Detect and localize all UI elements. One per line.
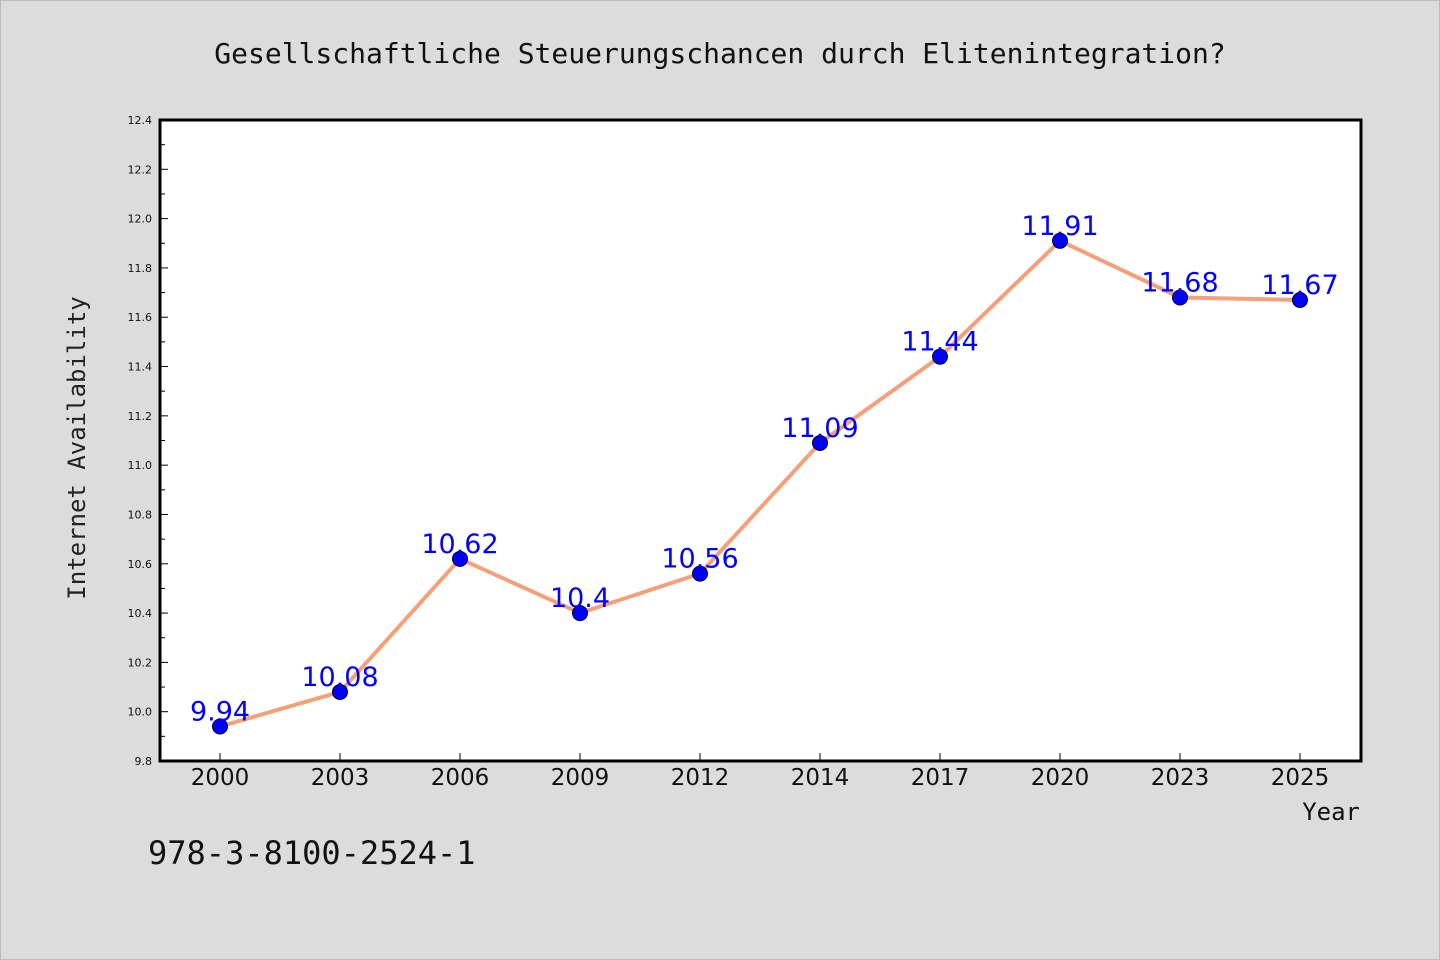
data-label: 10.08 — [301, 662, 378, 693]
x-tick-label: 2023 — [1151, 765, 1210, 791]
data-point-marker — [692, 565, 708, 582]
x-tick-label: 2020 — [1031, 765, 1090, 791]
x-tick-label: 2014 — [791, 765, 850, 791]
x-tick-label: 2009 — [551, 765, 610, 791]
y-tick-label: 11.4 — [128, 361, 153, 374]
data-label: 11.67 — [1261, 270, 1338, 301]
data-point-marker — [1292, 291, 1308, 308]
data-label: 9.94 — [190, 696, 250, 727]
data-point-marker — [572, 605, 588, 622]
data-point-marker — [1172, 289, 1188, 306]
x-tick-label: 2017 — [911, 765, 970, 791]
data-point-marker — [452, 550, 468, 567]
x-axis-label: Year — [1302, 798, 1360, 826]
plot-area — [158, 118, 1363, 763]
series-polyline — [218, 238, 1302, 729]
data-label: 10.4 — [550, 583, 610, 614]
y-tick-label: 9.8 — [135, 755, 153, 768]
series-line — [218, 238, 1302, 729]
y-axis: 9.8 10.0 10.2 10.4 10.6 10.8 11.0 11.2 11.4 11.6 1… — [128, 114, 168, 768]
data-point-marker — [1052, 232, 1068, 249]
y-tick-label: 11.8 — [128, 262, 153, 275]
y-tick-label: 10.6 — [128, 558, 153, 571]
data-point-marker — [812, 434, 828, 451]
data-point-marker — [932, 348, 948, 365]
data-label: 11.91 — [1021, 211, 1098, 242]
y-axis-label: Internet Availability — [63, 296, 91, 599]
data-point-marker — [332, 683, 348, 700]
data-label: 11.09 — [781, 413, 858, 444]
data-labels: 9.94 10.08 10.62 10.4 10.56 11.09 11.44 11.91 11… — [190, 211, 1339, 728]
y-tick-label: 10.0 — [128, 706, 153, 719]
isbn-note: 978-3-8100-2524-1 — [148, 834, 476, 872]
data-label: 10.56 — [661, 544, 738, 575]
data-point-marker — [212, 718, 228, 735]
y-tick-label: 10.8 — [128, 508, 153, 521]
series-markers — [212, 232, 1308, 735]
x-tick-label: 2012 — [671, 765, 730, 791]
y-tick-label: 10.4 — [128, 607, 153, 620]
y-tick-label: 11.2 — [128, 410, 153, 423]
y-tick-label: 12.4 — [128, 114, 153, 127]
chart-title: Gesellschaftliche Steuerungschancen durc… — [214, 37, 1225, 70]
x-tick-label: 2006 — [431, 765, 490, 791]
x-tick-label: 2025 — [1271, 765, 1330, 791]
x-tick-label: 2003 — [311, 765, 370, 791]
data-label: 11.68 — [1141, 268, 1218, 299]
data-label: 11.44 — [901, 327, 978, 358]
x-axis: 2000 2003 2006 2009 2012 2014 2017 2020 2023 2025 — [191, 753, 1330, 791]
y-tick-label: 11.0 — [128, 459, 153, 472]
data-label: 10.62 — [421, 529, 498, 560]
y-tick-label: 12.2 — [128, 163, 153, 176]
y-tick-label: 11.6 — [128, 311, 153, 324]
y-tick-label: 12.0 — [128, 213, 153, 226]
x-tick-label: 2000 — [191, 765, 250, 791]
y-tick-label: 10.2 — [128, 656, 153, 669]
